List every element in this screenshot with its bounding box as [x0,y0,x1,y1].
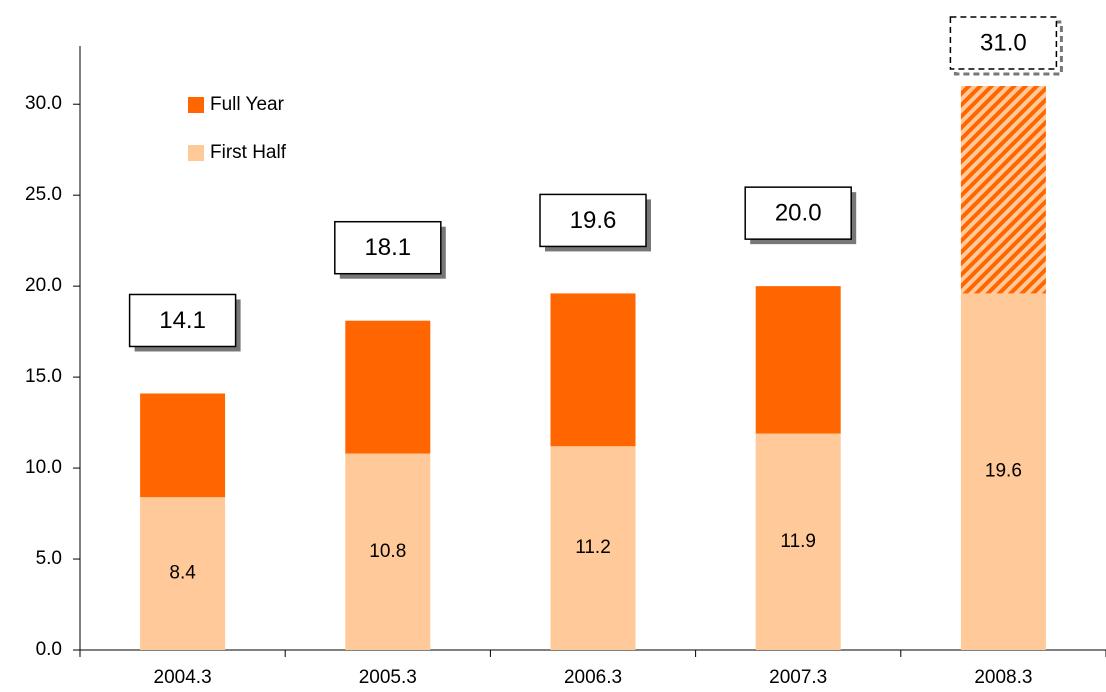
total-box [128,293,237,348]
bar-label: 11.2 [575,537,611,558]
total-box [949,16,1058,70]
y-tick-label: 15.0 [25,366,62,387]
x-tick-label: 2007.3 [769,667,827,688]
x-tick-label: 2008.3 [974,667,1032,688]
bar-segment [345,453,431,650]
total-box [334,220,442,275]
total-label: 31.0 [980,29,1027,56]
bar-segment [140,393,226,498]
y-tick-label: 20.0 [25,275,62,296]
y-tick-label: 30.0 [25,93,62,114]
bar-segment [755,433,841,650]
x-tick-label: 2004.3 [154,667,212,688]
bar-segment [345,320,431,454]
legend-label: First Half [210,142,287,163]
total-label: 14.1 [159,307,206,334]
bar-label: 10.8 [369,541,406,562]
bar-segment [755,286,841,434]
bar-label: 19.6 [985,461,1022,482]
bar-segment [960,293,1046,650]
bar-segment [550,293,636,447]
total-label: 20.0 [775,199,822,226]
y-tick-label: 25.0 [25,184,62,205]
bar-label: 8.4 [169,563,196,584]
bar-label: 11.9 [780,531,816,552]
legend-swatch [188,145,204,161]
bar-segment [550,446,636,650]
total-box [744,186,852,240]
bar-segment [960,86,1046,294]
legend-swatch [188,97,204,113]
x-tick-label: 2005.3 [359,667,417,688]
bar-segment [140,497,226,650]
total-box [539,193,647,248]
y-tick-label: 10.0 [25,457,62,478]
total-label: 18.1 [364,234,411,261]
x-tick-label: 2006.3 [564,667,622,688]
legend-label: Full Year [210,94,285,115]
total-label: 19.6 [570,207,617,234]
y-tick-label: 0.0 [36,639,62,660]
y-tick-label: 5.0 [36,548,62,569]
